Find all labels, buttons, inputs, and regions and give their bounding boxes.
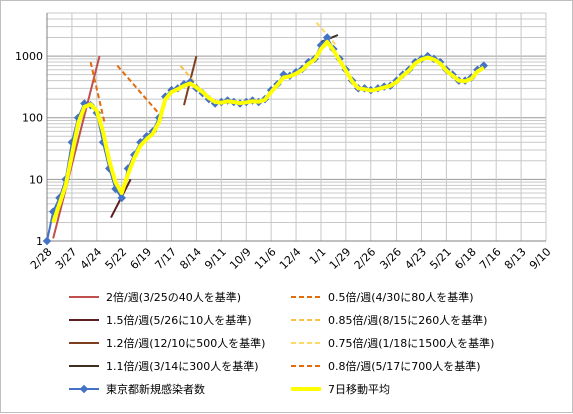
x-tick-label: 1/1: [307, 245, 329, 267]
x-tick-label: 12/4: [277, 245, 304, 272]
x-tick-label: 8/13: [502, 245, 529, 272]
y-tick-label: 100: [22, 112, 43, 125]
legend-marker: [79, 384, 89, 394]
legend-label: 2倍/週(3/25の40人を基準): [106, 290, 241, 304]
series-line-ref-8: [116, 64, 159, 114]
y-tick-label: 10: [29, 173, 43, 186]
x-tick-label: 5/22: [103, 245, 130, 272]
x-tick-label: 7/17: [152, 245, 179, 272]
y-tick-label: 1000: [15, 50, 43, 63]
legend-label: 0.75倍/週(1/18に1500人を基準): [328, 336, 494, 350]
x-tick-label: 3/27: [53, 245, 80, 272]
x-tick-label: 7/16: [477, 245, 504, 272]
legend-label: 0.8倍/週(5/17に700人を基準): [328, 359, 480, 373]
series-line-ref-7: [315, 21, 337, 46]
x-tick-label: 4/24: [78, 245, 105, 272]
x-tick-label: 5/21: [427, 245, 454, 272]
data-point-daily: [42, 236, 52, 246]
series-line-ref-6: [179, 64, 205, 94]
x-tick-label: 10/9: [227, 245, 254, 272]
x-tick-label: 6/19: [128, 245, 155, 272]
data-point-daily: [322, 33, 332, 42]
x-tick-label: 4/23: [402, 245, 429, 272]
legend-label: 1.5倍/週(5/26に10人を基準): [106, 313, 251, 327]
legend-label: 7日移動平均: [328, 382, 390, 396]
x-tick-label: 8/14: [177, 245, 204, 272]
x-tick-label: 11/6: [252, 245, 279, 272]
legend-label: 1.1倍/週(3/14に300人を基準): [106, 359, 258, 373]
legend-label: 0.85倍/週(8/15に260人を基準): [328, 313, 487, 327]
legend-label: 東京都新規感染者数: [106, 382, 205, 396]
legend-label: 1.2倍/週(12/10に500人を基準): [106, 336, 265, 350]
x-tick-label: 1/29: [327, 245, 354, 272]
x-tick-label: 6/18: [452, 245, 479, 272]
series-line-ref-1: [52, 55, 101, 239]
legend-label: 0.5倍/週(4/30に80人を基準): [328, 290, 473, 304]
data-point-daily: [117, 193, 126, 203]
x-tick-label: 3/26: [377, 245, 404, 272]
x-tick-label: 9/11: [202, 245, 229, 272]
series-line-daily: [46, 35, 485, 242]
series-line-ref-5: [89, 61, 106, 124]
x-tick-label: 2/28: [28, 245, 55, 272]
y-tick-label: 1: [36, 235, 43, 248]
x-tick-label: 2/26: [352, 245, 379, 272]
x-tick-label: 9/10: [527, 245, 554, 272]
series-line-moving-average: [51, 39, 485, 224]
